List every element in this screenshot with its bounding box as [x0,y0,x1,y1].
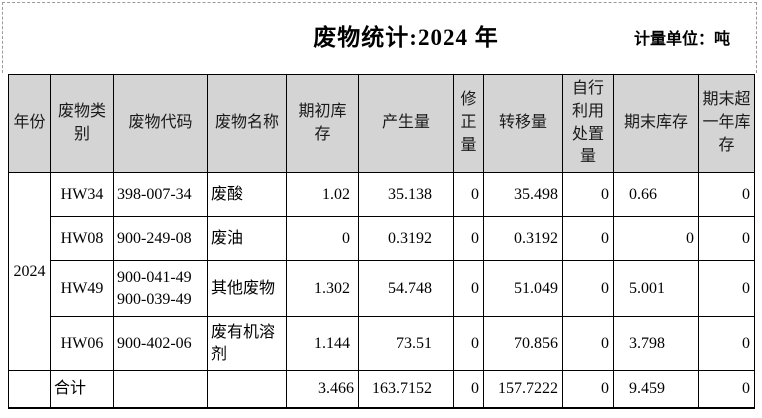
cell-opening: 1.144 [286,316,359,371]
cell-ending: 5.001 [613,260,699,317]
cell-name: 废油 [207,216,287,261]
cell-name: 其他废物 [207,260,287,317]
cell-over-one-year: 0 [698,172,755,217]
cell-generated: 0.3192 [358,216,454,261]
cell-self-disposal: 0 [562,172,614,217]
cell-ending: 0 [613,216,699,261]
cell-category: HW08 [50,216,114,261]
header-ending-stock: 期末库存 [613,74,699,173]
cell-correction: 0 [453,316,484,371]
cell-category: HW34 [50,172,114,217]
header-generated: 产生量 [358,74,454,173]
cell-generated: 35.138 [358,172,454,217]
header-name: 废物名称 [207,74,287,173]
cell-opening: 1.302 [286,260,359,317]
cell-code: 900-249-08 [113,216,208,261]
cell-over-one-year: 0 [698,316,755,371]
cell-year-empty [8,370,51,409]
cell-correction: 0 [453,216,484,261]
cell-category: HW06 [50,316,114,371]
header-opening-stock: 期初库 存 [286,74,359,173]
table-row-hw49: HW49 900-041-49 900-039-49 其他废物 1.302 54… [9,260,755,317]
cell-code-empty [113,370,208,409]
cell-opening: 0 [286,216,359,261]
header-row: 年份 废物类 别 废物代码 废物名称 期初库 存 产生量 修 正 量 转移量 自… [8,74,755,173]
cell-name-empty [207,370,287,409]
cell-generated: 163.7152 [358,370,454,409]
cell-code: 900-402-06 [113,316,208,371]
cell-transferred: 51.049 [483,260,563,317]
cell-self-disposal: 0 [562,370,614,409]
header-over-one-year: 期末超 一年库 存 [698,74,755,173]
header-category: 废物类 别 [50,74,114,173]
title-bar: 废物统计:2024 年 计量单位：吨 [0,0,762,74]
cell-generated: 73.51 [358,316,454,371]
cell-correction: 0 [453,172,484,217]
cell-self-disposal: 0 [562,316,614,371]
table-row-hw34: 2024 HW34 398-007-34 废酸 1.02 35.138 0 35… [8,172,755,371]
cell-name: 废酸 [207,172,287,217]
header-code: 废物代码 [113,74,208,173]
cell-name: 废有机溶 剂 [207,316,287,371]
table-row-hw08: HW08 900-249-08 废油 0 0.3192 0 0.3192 0 0… [9,216,755,261]
cell-transferred: 70.856 [483,316,563,371]
cell-over-one-year: 0 [698,216,755,261]
cell-year: 2024 [8,172,51,371]
cell-generated: 54.748 [358,260,454,317]
table-row-hw06: HW06 900-402-06 废有机溶 剂 1.144 73.51 0 70.… [9,316,755,371]
cell-self-disposal: 0 [562,216,614,261]
cell-transferred: 35.498 [483,172,563,217]
cell-opening: 3.466 [286,370,359,409]
cell-code: 398-007-34 [113,172,208,217]
cell-over-one-year: 0 [698,370,755,409]
cell-transferred: 157.7222 [483,370,563,409]
header-transferred: 转移量 [483,74,563,173]
cell-code: 900-041-49 900-039-49 [113,260,208,317]
cell-total-label: 合计 [50,370,114,409]
unit-label: 计量单位：吨 [633,31,730,48]
cell-ending: 0.66 [613,172,699,217]
cell-correction: 0 [453,260,484,317]
cell-ending: 9.459 [613,370,699,409]
cell-opening: 1.02 [286,172,359,217]
cell-correction: 0 [453,370,484,409]
header-self-disposal: 自行 利用 处置 量 [562,74,614,173]
cell-ending: 3.798 [613,316,699,371]
table-row-total: 合计 3.466 163.7152 0 157.7222 0 9.459 0 [8,370,755,409]
cell-category: HW49 [50,260,114,317]
cell-self-disposal: 0 [562,260,614,317]
waste-stats-table: 年份 废物类 别 废物代码 废物名称 期初库 存 产生量 修 正 量 转移量 自… [8,74,755,409]
header-year: 年份 [8,74,51,173]
cell-over-one-year: 0 [698,260,755,317]
header-correction: 修 正 量 [453,74,484,173]
cell-transferred: 0.3192 [483,216,563,261]
sheet-title: 废物统计:2024 年 [313,25,499,50]
